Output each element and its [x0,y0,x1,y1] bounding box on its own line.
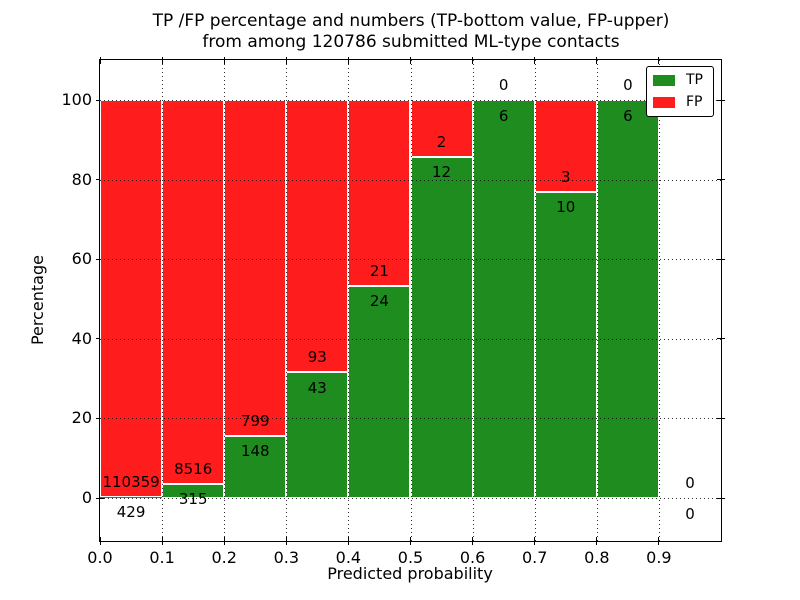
chart-title-line1: TP /FP percentage and numbers (TP-bottom… [152,11,670,31]
x-tick-label: 0.4 [335,548,362,567]
x-tick-top [99,57,101,64]
v-gridline [410,60,412,541]
tp-count-label: 10 [556,198,576,217]
legend-label: FP [686,94,703,110]
fp-count-label: 3 [561,167,571,186]
bars-layer [100,60,721,541]
legend-item-tp: TP [653,73,713,88]
x-tick-label: 0.5 [397,548,424,567]
bar-segment-fp [224,100,287,436]
y-tick-label: 0 [81,488,92,507]
fp-count-label: 0 [685,474,695,492]
tp-count-label: 6 [498,106,509,125]
fp-count-label: 8516 [174,459,213,478]
tp-count-label: 24 [369,292,389,311]
y-tick-label: 20 [71,408,92,428]
fp-count-label: 2 [436,132,447,151]
v-gridline [596,60,598,541]
fp-count-label: 21 [369,261,389,280]
bar-segment-fp [100,100,163,497]
v-gridline [534,60,536,541]
fp-count-label: 93 [307,348,327,367]
legend: TP FP [646,66,714,117]
x-tick-label: 0.1 [149,548,175,567]
bar-segment-tp [472,100,535,498]
tp-count-label: 6 [623,106,633,125]
v-gridline [162,60,164,541]
v-gridline [472,60,474,541]
bar-segment-fp [286,100,349,373]
chart-title: TP /FP percentage and numbers (TP-bottom… [100,11,722,53]
x-tick-label: 0.6 [459,548,486,567]
y-tick-label: 80 [71,169,92,189]
bar-segment-tp [224,435,287,498]
y-tick-label: 40 [71,328,92,348]
tp-count-label: 12 [431,163,452,182]
x-axis-label: Predicted probability [327,564,493,583]
bar-segment-tp [410,156,473,499]
tp-count-label: 148 [240,442,270,461]
legend-item-fp: FP [653,95,713,110]
fp-count-label: 799 [240,411,270,430]
x-tick-label: 0.9 [646,548,672,567]
y-tick-label: 60 [71,249,92,269]
bar-segment-tp [596,100,659,498]
x-tick-label: 0.2 [211,548,237,567]
legend-swatch-tp [653,75,675,86]
plot-area: 110359 429 8516 315 799 148 93 43 21 24 2 12 0 6 3 10 0 6… [100,60,721,541]
legend-label: TP [686,72,703,88]
tp-count-label: 429 [116,503,146,521]
tp-count-label: 43 [307,378,327,397]
v-gridline [224,60,226,541]
fp-count-label: 110359 [102,472,160,491]
v-gridline [348,60,350,541]
x-tick-label: 0.8 [584,548,610,567]
grid-layer [100,60,721,541]
x-tick-label: 0.3 [273,548,300,567]
v-gridline [286,60,288,541]
bar-segment-tp [534,191,597,498]
legend-swatch-fp [653,97,675,108]
bar-segment-tp [100,496,163,498]
tp-count-label: 0 [685,504,695,523]
chart-title-line2: from among 120786 submitted ML-type cont… [202,32,620,52]
bar-count-labels-layer: 110359 429 8516 315 799 148 93 43 21 24 2 12 0 6 3 10 0 6… [100,60,721,541]
x-tick-label: 0.0 [87,548,113,567]
fp-count-label: 0 [498,76,509,94]
y-axis-label: Percentage [28,255,47,346]
fp-count-label: 0 [623,76,633,94]
y-tick-label: 100 [61,90,92,109]
x-tick-label: 0.7 [521,548,548,567]
tp-count-label: 315 [178,490,208,509]
bar-segment-fp [162,100,225,484]
v-gridline [658,60,660,541]
